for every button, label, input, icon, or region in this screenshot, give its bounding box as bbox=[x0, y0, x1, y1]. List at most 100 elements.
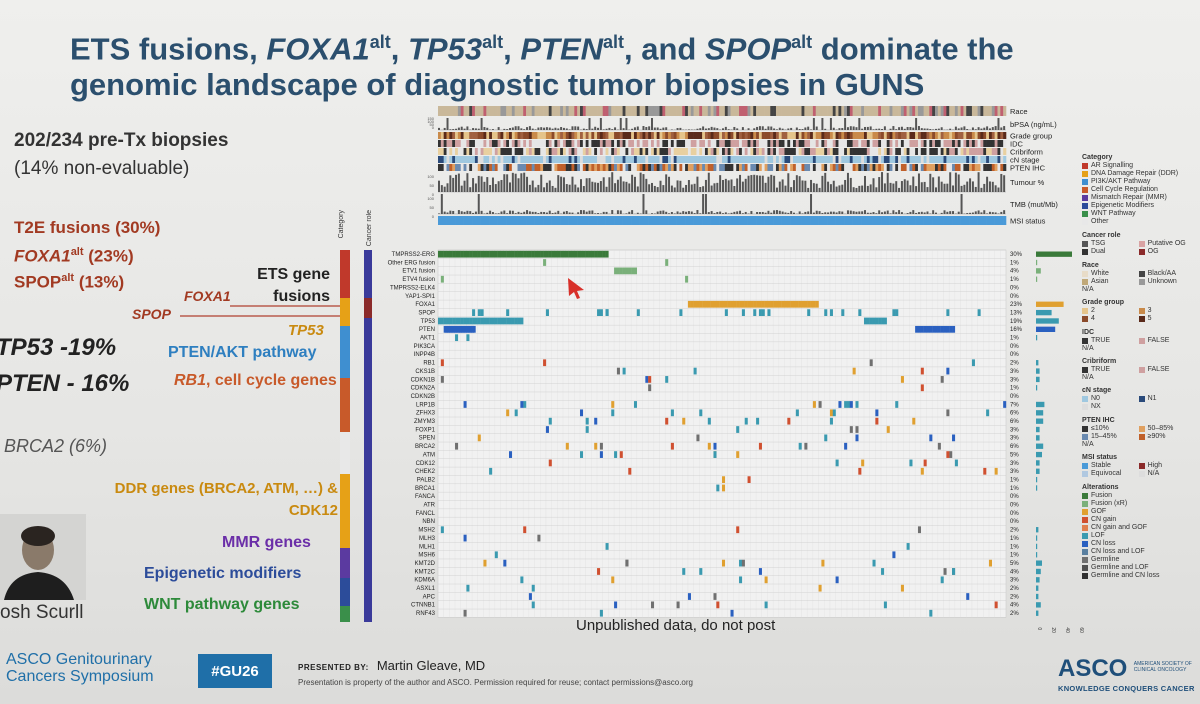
gene-pct: 2% bbox=[1010, 586, 1019, 592]
gene-pct: 0% bbox=[1010, 494, 1019, 500]
bar-mark bbox=[926, 211, 929, 214]
alteration-cell bbox=[514, 317, 518, 325]
track-cell bbox=[986, 140, 990, 147]
track-cell bbox=[977, 140, 981, 147]
bar-mark bbox=[818, 211, 821, 214]
alteration-cell bbox=[611, 576, 615, 584]
gene-label: ATM bbox=[423, 452, 435, 458]
alteration-cell bbox=[466, 334, 470, 342]
alteration-cell bbox=[713, 442, 717, 450]
track-cell bbox=[932, 164, 936, 171]
track-cell bbox=[960, 132, 964, 139]
alteration-cell bbox=[713, 451, 717, 458]
bar-mark bbox=[449, 175, 452, 192]
gene-label: TP53 bbox=[421, 319, 436, 325]
bar-mark bbox=[534, 211, 537, 214]
track-cell bbox=[969, 132, 973, 139]
track-cell bbox=[696, 164, 700, 171]
legend-swatch bbox=[1138, 396, 1145, 402]
track-cell bbox=[912, 156, 916, 163]
track-cell bbox=[628, 140, 632, 147]
bar-mark bbox=[520, 173, 523, 192]
track-cell bbox=[750, 140, 754, 147]
track-cell bbox=[568, 140, 572, 147]
track-cell bbox=[577, 216, 581, 225]
bar-mark bbox=[727, 129, 730, 130]
track-cell bbox=[520, 132, 524, 139]
bar-mark bbox=[952, 211, 955, 214]
bar-mark bbox=[676, 180, 679, 192]
track-cell bbox=[605, 132, 609, 139]
bar-mark bbox=[969, 178, 972, 192]
alteration-cell bbox=[829, 417, 833, 425]
bar-mark bbox=[770, 174, 773, 192]
track-cell bbox=[815, 164, 819, 171]
track-cell bbox=[562, 216, 567, 225]
bar-mark bbox=[679, 212, 682, 214]
ets-line1: ETS gene bbox=[257, 266, 330, 283]
alteration-cell bbox=[758, 442, 762, 450]
track-cell bbox=[605, 148, 609, 155]
alteration-cell bbox=[486, 250, 490, 258]
track-cell bbox=[798, 140, 802, 147]
bar-mark bbox=[693, 183, 696, 192]
track-cell bbox=[940, 164, 944, 171]
arrow-spop-label: SPOP bbox=[132, 306, 171, 322]
bar-mark bbox=[866, 126, 869, 130]
alteration-cell bbox=[633, 401, 637, 408]
track-cell bbox=[761, 164, 765, 171]
alteration-cell bbox=[599, 609, 603, 617]
track-cell bbox=[881, 148, 885, 155]
track-cell bbox=[886, 164, 890, 171]
track-cell bbox=[580, 216, 584, 225]
track-cell bbox=[625, 156, 629, 163]
track-cell bbox=[690, 164, 694, 171]
legend-label: Putative OG bbox=[1147, 240, 1186, 247]
bar-mark bbox=[540, 174, 543, 192]
track-cell bbox=[929, 132, 933, 139]
track-cell bbox=[971, 156, 976, 163]
track-cell bbox=[639, 164, 643, 171]
alteration-cell bbox=[707, 417, 711, 425]
bar-mark bbox=[744, 211, 747, 214]
track-cell bbox=[784, 216, 788, 225]
bar-mark bbox=[639, 172, 642, 192]
track-cell bbox=[639, 156, 643, 163]
alteration-cell bbox=[739, 300, 743, 308]
alteration-cell bbox=[611, 401, 615, 408]
legend-label: LOF bbox=[1091, 532, 1105, 539]
track-cell bbox=[778, 132, 782, 139]
track-cell bbox=[551, 216, 555, 225]
alteration-cell bbox=[906, 543, 910, 550]
bar-mark bbox=[628, 183, 631, 192]
superscript: alt bbox=[61, 272, 75, 284]
alteration-cell bbox=[523, 526, 527, 534]
gene-label: AKT1 bbox=[420, 336, 436, 342]
track-cell bbox=[480, 106, 484, 116]
bar-mark bbox=[841, 128, 844, 130]
gene-label: PIK3CA bbox=[414, 344, 435, 350]
track-cell bbox=[443, 156, 447, 163]
alteration-cell bbox=[764, 300, 768, 308]
track-cell bbox=[628, 164, 632, 171]
legend-label: Germline and LOF bbox=[1091, 564, 1149, 571]
track-cell bbox=[824, 216, 828, 225]
alteration-cell bbox=[509, 317, 513, 325]
bar-mark bbox=[747, 128, 750, 130]
alteration-cell bbox=[767, 300, 771, 308]
bar-mark bbox=[548, 210, 551, 214]
bar-mark bbox=[702, 186, 705, 192]
frequency-bar bbox=[1036, 485, 1038, 491]
legend-label: CN loss and LOF bbox=[1091, 548, 1145, 555]
gene-label: ETV4 fusion bbox=[402, 277, 435, 283]
track-cell bbox=[682, 156, 686, 163]
track-cell bbox=[474, 216, 479, 225]
track-cell bbox=[704, 216, 709, 225]
track-cell bbox=[767, 132, 771, 139]
track-cell bbox=[474, 140, 479, 147]
bar-mark bbox=[443, 211, 446, 214]
bar-mark bbox=[898, 210, 901, 214]
track-cell bbox=[636, 156, 640, 163]
alteration-cell bbox=[739, 559, 743, 567]
track-cell bbox=[787, 132, 791, 139]
